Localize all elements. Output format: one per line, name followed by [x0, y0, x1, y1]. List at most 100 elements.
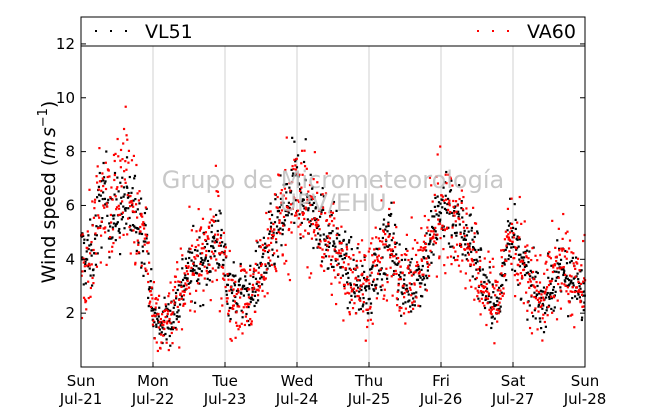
point: [564, 280, 567, 283]
point: [470, 229, 473, 232]
point: [443, 228, 446, 232]
point: [181, 278, 185, 282]
point: [371, 264, 374, 267]
point: [443, 207, 447, 210]
point: [516, 279, 519, 282]
point: [96, 196, 99, 199]
y-axis-label: Wind speed (ms−1): [36, 101, 60, 284]
point: [354, 312, 358, 315]
point: [426, 262, 429, 265]
point: [357, 243, 360, 246]
point: [530, 258, 533, 262]
point: [106, 175, 109, 179]
point: [279, 227, 282, 230]
point: [232, 261, 235, 264]
point: [546, 306, 549, 309]
point: [134, 197, 137, 201]
point: [482, 286, 485, 289]
point: [205, 266, 209, 269]
point: [91, 224, 94, 227]
point: [92, 216, 96, 219]
point: [386, 274, 389, 277]
point: [363, 278, 367, 281]
point: [112, 153, 116, 157]
point: [101, 172, 104, 175]
point: [371, 322, 374, 325]
point: [85, 308, 88, 311]
point: [352, 287, 356, 290]
point: [509, 231, 512, 234]
point: [328, 255, 331, 258]
point: [313, 229, 316, 232]
point: [476, 230, 479, 233]
point: [146, 250, 149, 253]
point: [259, 246, 262, 249]
point: [346, 281, 349, 284]
point: [108, 175, 111, 178]
point: [489, 306, 492, 309]
point: [213, 255, 216, 258]
point: [387, 245, 390, 248]
point: [507, 224, 511, 227]
point: [152, 308, 156, 311]
point: [324, 212, 327, 215]
point: [536, 271, 539, 275]
point: [176, 311, 179, 314]
point: [119, 202, 122, 205]
point: [582, 305, 585, 308]
point: [134, 210, 137, 213]
point: [245, 289, 249, 293]
point: [342, 261, 346, 264]
point: [409, 261, 412, 264]
point: [215, 213, 218, 217]
point: [345, 243, 348, 246]
point: [389, 253, 392, 256]
point: [302, 204, 305, 208]
point: [388, 233, 391, 236]
point: [339, 266, 342, 269]
point: [341, 274, 345, 277]
point: [175, 315, 178, 318]
point: [117, 204, 120, 207]
point: [266, 292, 269, 295]
point: [377, 237, 380, 240]
point: [226, 283, 230, 287]
point: [150, 306, 153, 310]
point: [565, 274, 568, 278]
point: [395, 253, 398, 256]
point: [257, 289, 260, 292]
point: [84, 298, 87, 301]
point: [573, 264, 576, 268]
point: [113, 159, 116, 163]
point: [439, 218, 442, 221]
point: [196, 238, 199, 241]
point: [130, 199, 133, 203]
point: [196, 254, 199, 257]
point: [578, 285, 581, 288]
point: [518, 258, 521, 261]
point: [174, 275, 177, 278]
point: [435, 175, 438, 178]
point: [375, 297, 378, 300]
point: [563, 255, 567, 258]
point: [194, 257, 197, 260]
point: [139, 230, 142, 233]
point: [566, 286, 569, 289]
point: [488, 301, 491, 304]
point: [552, 286, 556, 289]
point: [555, 255, 558, 258]
point: [102, 191, 105, 194]
point: [216, 229, 219, 233]
point: [452, 214, 455, 217]
point: [229, 272, 232, 276]
point: [265, 271, 268, 274]
point: [571, 290, 574, 293]
point: [323, 252, 326, 256]
point: [285, 259, 288, 263]
point: [390, 249, 393, 252]
point: [215, 240, 218, 244]
point: [225, 293, 228, 296]
point: [218, 264, 221, 267]
point: [275, 249, 279, 252]
point: [90, 240, 93, 244]
